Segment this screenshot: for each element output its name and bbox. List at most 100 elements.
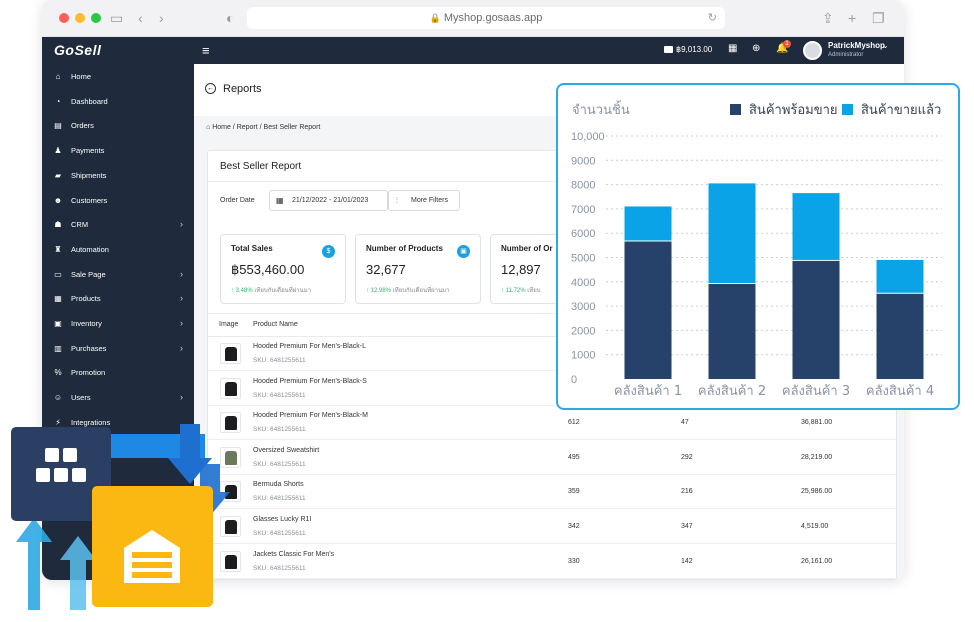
table-row[interactable]: Glasses Lucky R1I SKU: 6481255611 342 347 4,…	[208, 510, 896, 544]
y-tick-label: 5000	[571, 253, 595, 265]
dashboard-icon: ◔	[55, 96, 61, 106]
app-logo[interactable]: GoSell	[54, 42, 102, 58]
sidebar-item-label: Integrations	[71, 417, 111, 427]
user-name[interactable]: PatrickMyshop	[828, 41, 885, 50]
maximize-window-button[interactable]	[91, 13, 101, 23]
sidebar-item-dashboard[interactable]: ◔ Dashboard	[42, 89, 194, 114]
y-axis-label: จำนวนชิ้น	[572, 100, 630, 118]
table-row[interactable]: Hooded Premium For Men's-Black-M SKU: 648…	[208, 406, 896, 441]
product-name[interactable]: Jackets Classic For Men's	[253, 550, 335, 558]
sidebar-item-label: Inventory	[71, 319, 102, 328]
shirt-icon	[225, 520, 237, 534]
product-thumbnail	[220, 516, 241, 537]
stat-title: Total Sales	[231, 244, 273, 253]
shirt-icon	[225, 485, 237, 500]
warehouse-icon: ▣	[54, 319, 62, 328]
y-tick-label: 10,000	[571, 131, 605, 143]
sidebar-item-promotion[interactable]: % Promotion	[42, 360, 194, 385]
chevron-down-icon[interactable]: ⌄	[882, 41, 889, 50]
table-row[interactable]: Oversized Sweatshirt SKU: 6481255611 495 29…	[208, 441, 896, 475]
sidebar-item-customers[interactable]: ☻ Customers	[42, 188, 194, 213]
box-icon	[36, 468, 50, 482]
sidebar-item-orders[interactable]: ▤ Orders	[42, 113, 194, 138]
sidebar-item-label: Shipments	[71, 170, 107, 180]
cell-quantity: 342	[568, 523, 580, 530]
date-range-picker[interactable]: ▦ 21/12/2022 - 21/01/2023	[269, 190, 388, 211]
wallet-balance[interactable]: ฿9,013.00	[664, 45, 712, 54]
more-filters-button[interactable]: ⫶ More Filters	[388, 190, 460, 211]
wallet-icon	[664, 46, 673, 53]
users-cog-icon: ☺	[53, 393, 63, 403]
y-tick-label: 9000	[571, 155, 595, 167]
sidebar-item-crm[interactable]: ☗ CRM ›	[42, 212, 194, 237]
warehouse-illustration	[11, 424, 230, 610]
product-name[interactable]: Bermuda Shorts	[253, 481, 304, 489]
bar-segment	[624, 240, 672, 379]
table-row[interactable]: Bermuda Shorts SKU: 6481255611 359 216 25,98…	[208, 475, 896, 510]
minimize-window-button[interactable]	[75, 13, 85, 23]
sidebar-item-sale-page[interactable]: ▭ Sale Page ›	[42, 262, 194, 287]
new-tab-icon[interactable]: +	[848, 10, 857, 26]
column-header-image[interactable]: Image	[219, 321, 239, 328]
browser-toolbar: ▭ ‹ › ◐ 🔒 Myshop.gosaas.app ↻ ⇪ + ❐	[42, 0, 904, 37]
calculator-icon[interactable]: ▦	[728, 43, 738, 54]
address-bar[interactable]: 🔒 Myshop.gosaas.app ↻	[247, 7, 725, 29]
sidebar-item-label: Dashboard	[71, 96, 108, 106]
column-header-product-name[interactable]: Product Name	[253, 321, 298, 328]
table-row[interactable]: Jackets Classic For Men's SKU: 6481255611…	[208, 545, 896, 579]
cell-amount: 25,986.00	[801, 488, 833, 496]
sidebar-item-label: Users	[71, 393, 91, 403]
cell-quantity: 359	[568, 488, 580, 496]
chevron-right-icon: ›	[180, 268, 183, 279]
menu-toggle-icon[interactable]: ≡	[202, 43, 210, 58]
date-range-value: 21/12/2022 - 21/01/2023	[292, 197, 369, 204]
sidebar-item-home[interactable]: ⌂ Home	[42, 64, 194, 89]
plug-icon: ⚡	[55, 417, 61, 427]
table-row[interactable]: Hooded Premium For Men's-Black-S SKU: 648…	[208, 372, 896, 406]
table-header: Image Product Name	[208, 313, 896, 337]
reload-icon[interactable]: ↻	[707, 12, 717, 24]
sidebar-item-integrations[interactable]: ⚡ Integrations	[42, 410, 194, 435]
sidebar-item-purchases[interactable]: ▥ Purchases ›	[42, 336, 194, 361]
product-sku: SKU: 6481255611	[253, 357, 306, 364]
sidebar-item-automation[interactable]: ♜ Automation	[42, 237, 194, 262]
shirt-icon	[225, 554, 237, 569]
back-icon[interactable]: ←	[205, 83, 216, 94]
product-name[interactable]: Hooded Premium For Men's-Black-S	[253, 377, 367, 385]
bell-icon[interactable]: 🔔	[776, 43, 789, 54]
y-tick-label: 1000	[571, 350, 595, 362]
sidebar-item-payments[interactable]: ♟ Payments	[42, 138, 194, 163]
product-name[interactable]: Hooded Premium For Men's-Black-M	[253, 412, 368, 420]
sidebar-item-label: Orders	[71, 121, 94, 131]
avatar[interactable]	[803, 41, 822, 60]
sidebar-item-inventory[interactable]: ▣ Inventory ›	[42, 311, 194, 336]
product-name[interactable]: Oversized Sweatshirt	[253, 446, 320, 454]
sidebar-item-label: Purchases	[71, 343, 107, 353]
y-tick-label: 0	[571, 374, 577, 386]
forward-arrow-icon[interactable]: ›	[159, 10, 164, 26]
close-window-button[interactable]	[59, 13, 69, 23]
x-tick-label: คลังสินค้า 2	[698, 384, 766, 399]
stat-trend: ↑ 12.98% เทียบกับเดือนที่ผ่านมา	[366, 288, 450, 294]
legend-label: สินค้าพร้อมขาย	[749, 103, 838, 118]
home-icon[interactable]: ⌂	[206, 124, 213, 131]
product-name[interactable]: Hooded Premium For Men's-Black-L	[253, 343, 366, 350]
share-icon[interactable]: ⇪	[822, 10, 834, 26]
user-role: Administrator	[828, 52, 864, 58]
breadcrumb-text[interactable]: Home / Report / Best Seller Report	[212, 124, 321, 131]
add-circle-icon[interactable]: ⊕	[752, 43, 761, 54]
sidebar-item-label: Home	[71, 72, 92, 81]
filter-icon: ⫶	[396, 196, 398, 205]
sidebar-toggle-icon[interactable]: ▭	[110, 10, 124, 26]
tabs-overview-icon[interactable]: ❐	[872, 10, 885, 26]
sidebar-item-shipments[interactable]: ▰ Shipments	[42, 163, 194, 188]
calendar-icon: ▦	[276, 196, 284, 205]
back-arrow-icon[interactable]: ‹	[138, 10, 143, 26]
sidebar-item-products[interactable]: ▦ Products ›	[42, 286, 194, 311]
bar-segment	[876, 259, 924, 293]
product-name[interactable]: Glasses Lucky R1I	[253, 516, 312, 523]
sidebar-item-users[interactable]: ☺ Users ›	[42, 385, 194, 410]
privacy-shield-icon[interactable]: ◐	[226, 10, 235, 26]
up-arrow-icon	[16, 518, 52, 610]
table-row[interactable]: Hooded Premium For Men's-Black-L SKU: 648…	[208, 337, 896, 371]
